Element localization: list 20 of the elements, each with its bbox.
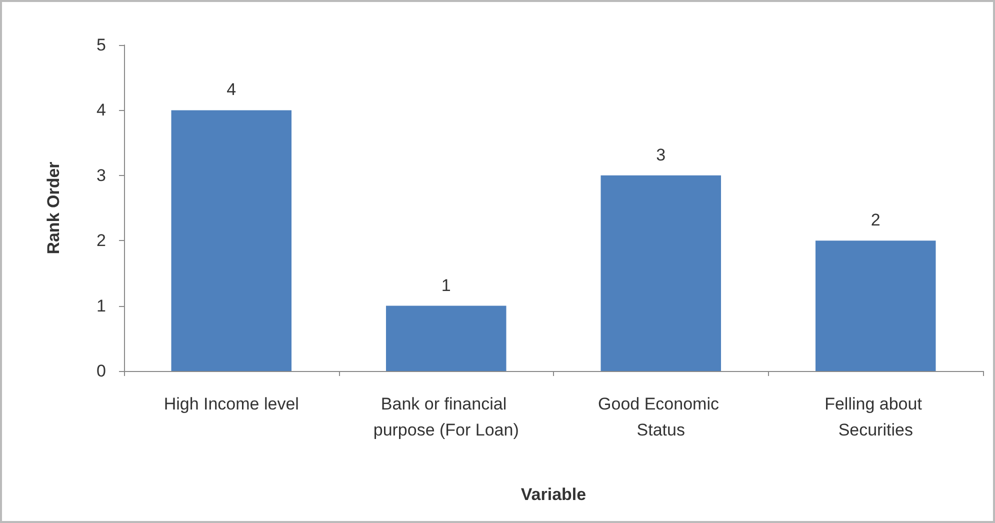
y-tick-label: 1	[96, 296, 106, 316]
bar	[171, 110, 292, 371]
data-label: 1	[441, 276, 451, 295]
data-label: 2	[870, 210, 880, 230]
x-tick-label: Good Economic Status	[598, 394, 724, 440]
y-tick-label: 0	[96, 362, 106, 380]
x-axis-title: Variable	[520, 485, 586, 504]
x-tick-label: Felling about Securities	[824, 394, 927, 440]
x-tick-label: Bank or financial purpose (For Loan)	[373, 394, 519, 440]
bar	[386, 306, 506, 371]
data-label: 4	[226, 80, 236, 100]
x-tick-label: High Income level	[164, 394, 299, 414]
y-tick-label: 5	[96, 36, 106, 54]
y-tick-label: 2	[96, 231, 106, 250]
y-axis-title: Rank Order	[44, 161, 63, 254]
bar	[600, 175, 722, 371]
y-tick-label: 3	[96, 166, 106, 185]
y-tick-label: 4	[96, 100, 106, 120]
data-label: 3	[656, 145, 666, 164]
bar	[815, 240, 936, 371]
